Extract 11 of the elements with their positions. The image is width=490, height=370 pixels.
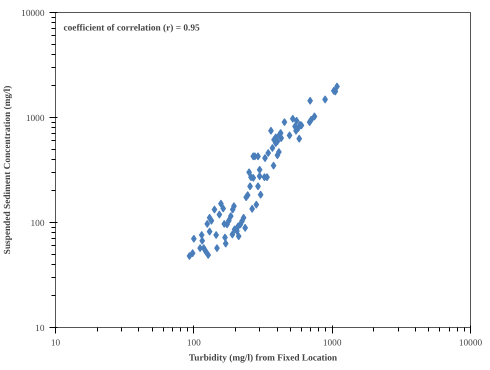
x-axis-title: Turbidity (mg/l) from Fixed Location bbox=[188, 354, 338, 364]
x-tick-label: 1000 bbox=[322, 338, 342, 348]
x-tick-label: 10000 bbox=[458, 338, 482, 348]
x-tick-label: 100 bbox=[186, 338, 202, 348]
annotation: coefficient of correlation (r) = 0.95 bbox=[64, 24, 200, 34]
y-tick-label: 100 bbox=[30, 219, 45, 229]
x-tick-label: 10 bbox=[50, 338, 60, 348]
y-tick-label: 1000 bbox=[26, 114, 45, 124]
y-tick-label: 10000 bbox=[21, 9, 45, 19]
y-tick-label: 10 bbox=[35, 324, 45, 334]
y-axis-title: Suspended Sediment Concentration (mg/l) bbox=[3, 86, 14, 254]
